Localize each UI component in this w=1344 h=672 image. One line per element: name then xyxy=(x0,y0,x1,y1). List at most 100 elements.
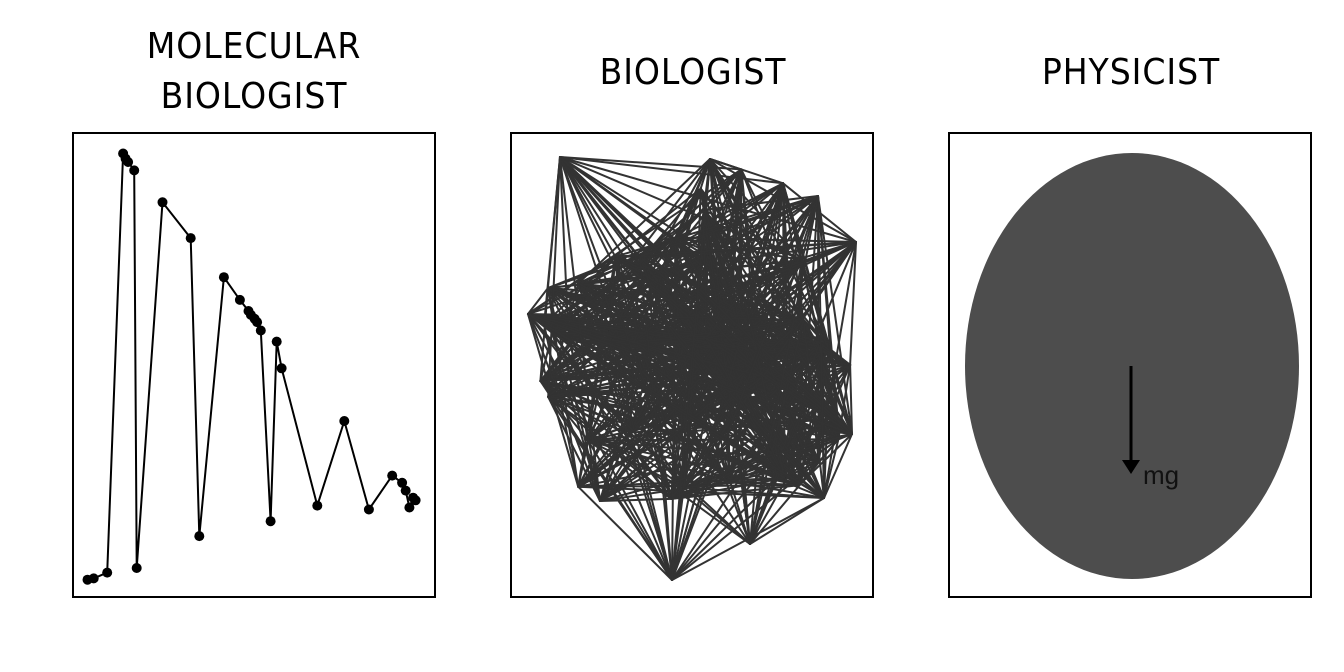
network-edge xyxy=(709,158,805,321)
network-edge xyxy=(628,352,687,434)
network-edge xyxy=(849,363,853,435)
network-edge xyxy=(755,350,786,479)
network-edge xyxy=(671,334,743,581)
gravity-arrow-head xyxy=(1122,460,1140,474)
network-edge xyxy=(527,313,673,500)
panel-title-biologist: BIOLOGIST xyxy=(599,52,787,93)
data-point xyxy=(123,157,134,167)
network-edge xyxy=(527,313,727,348)
network-edge xyxy=(682,350,758,489)
network-edge xyxy=(720,241,857,339)
physicist-ellipse-frame: mg xyxy=(948,132,1312,598)
network-edge xyxy=(543,156,561,326)
network-edge xyxy=(749,497,825,545)
network-edge xyxy=(551,332,673,500)
network-edge xyxy=(633,158,711,342)
network-edge xyxy=(817,195,853,435)
network-edge xyxy=(740,195,819,337)
network-edge xyxy=(586,439,673,581)
network-edge xyxy=(638,255,853,435)
network-edge xyxy=(749,195,819,545)
network-edge xyxy=(599,375,765,502)
data-point xyxy=(218,272,229,283)
network-edge xyxy=(527,313,825,499)
data-point xyxy=(312,500,323,511)
network-edge xyxy=(817,195,825,499)
network-edge xyxy=(559,156,803,262)
network-edge xyxy=(633,339,825,499)
data-point xyxy=(255,325,266,336)
network-edge xyxy=(817,195,840,441)
network-edge xyxy=(608,255,617,333)
network-edge xyxy=(671,497,825,581)
data-point xyxy=(410,495,421,506)
network-edge xyxy=(527,313,765,378)
network-edge xyxy=(559,156,601,502)
network-edge xyxy=(740,241,857,337)
network-edge xyxy=(671,158,711,581)
network-edge xyxy=(682,477,786,489)
data-point xyxy=(88,573,99,584)
network-edge xyxy=(671,195,819,581)
network-edge xyxy=(705,318,805,340)
network-edge xyxy=(559,156,685,489)
network-edge xyxy=(609,339,631,434)
data-point xyxy=(131,563,142,573)
network-edge xyxy=(849,241,857,366)
network-edge xyxy=(802,318,853,435)
network-edge xyxy=(551,332,601,502)
data-point xyxy=(234,294,245,305)
network-edge xyxy=(638,195,819,258)
network-edge xyxy=(705,337,853,435)
network-edge xyxy=(559,156,853,435)
data-point xyxy=(400,485,411,496)
arrow-label-mg: mg xyxy=(1143,460,1179,490)
network-edge xyxy=(599,336,723,502)
network-edge xyxy=(702,208,743,337)
network-edge xyxy=(614,255,743,337)
network-edge xyxy=(762,344,820,378)
data-point xyxy=(339,416,350,426)
network-edge xyxy=(599,497,673,502)
data-point xyxy=(404,502,415,513)
network-edge xyxy=(599,236,677,502)
data-point xyxy=(397,477,408,488)
data-point xyxy=(265,516,276,527)
network-edge xyxy=(638,208,705,258)
data-point xyxy=(363,504,374,515)
network-edge xyxy=(702,208,853,435)
network-edge xyxy=(705,337,758,353)
network-edge xyxy=(674,236,857,243)
network-edge xyxy=(527,313,805,321)
network-edge xyxy=(599,433,853,502)
molecular-biologist-plot-frame xyxy=(72,132,436,598)
network-edge xyxy=(762,241,857,378)
network-edges xyxy=(527,156,857,581)
network-edge xyxy=(823,438,840,499)
network-edge xyxy=(527,313,673,581)
network-edge xyxy=(709,158,743,171)
network-edge xyxy=(559,156,738,395)
biologist-network-frame xyxy=(510,132,874,598)
data-point xyxy=(102,567,113,578)
network-edge xyxy=(608,330,751,545)
network-edge xyxy=(614,255,805,321)
network-edge xyxy=(614,241,857,258)
series-line xyxy=(87,153,417,581)
network-edge xyxy=(638,255,751,545)
network-edge xyxy=(559,156,765,378)
network-edge xyxy=(614,255,727,348)
network-edge xyxy=(671,336,723,581)
network-plot xyxy=(527,156,857,581)
ellipse-plot: mg xyxy=(965,153,1299,579)
network-edge xyxy=(749,318,805,545)
network-edge xyxy=(577,485,673,581)
network-edge xyxy=(559,156,617,258)
network-edge xyxy=(638,255,673,581)
title-line-2: BIOLOGIST xyxy=(160,76,348,117)
network-edge xyxy=(783,383,798,479)
network-edge xyxy=(599,318,805,502)
network-edge xyxy=(559,156,728,369)
data-point xyxy=(252,317,263,328)
network-edge xyxy=(527,287,549,315)
